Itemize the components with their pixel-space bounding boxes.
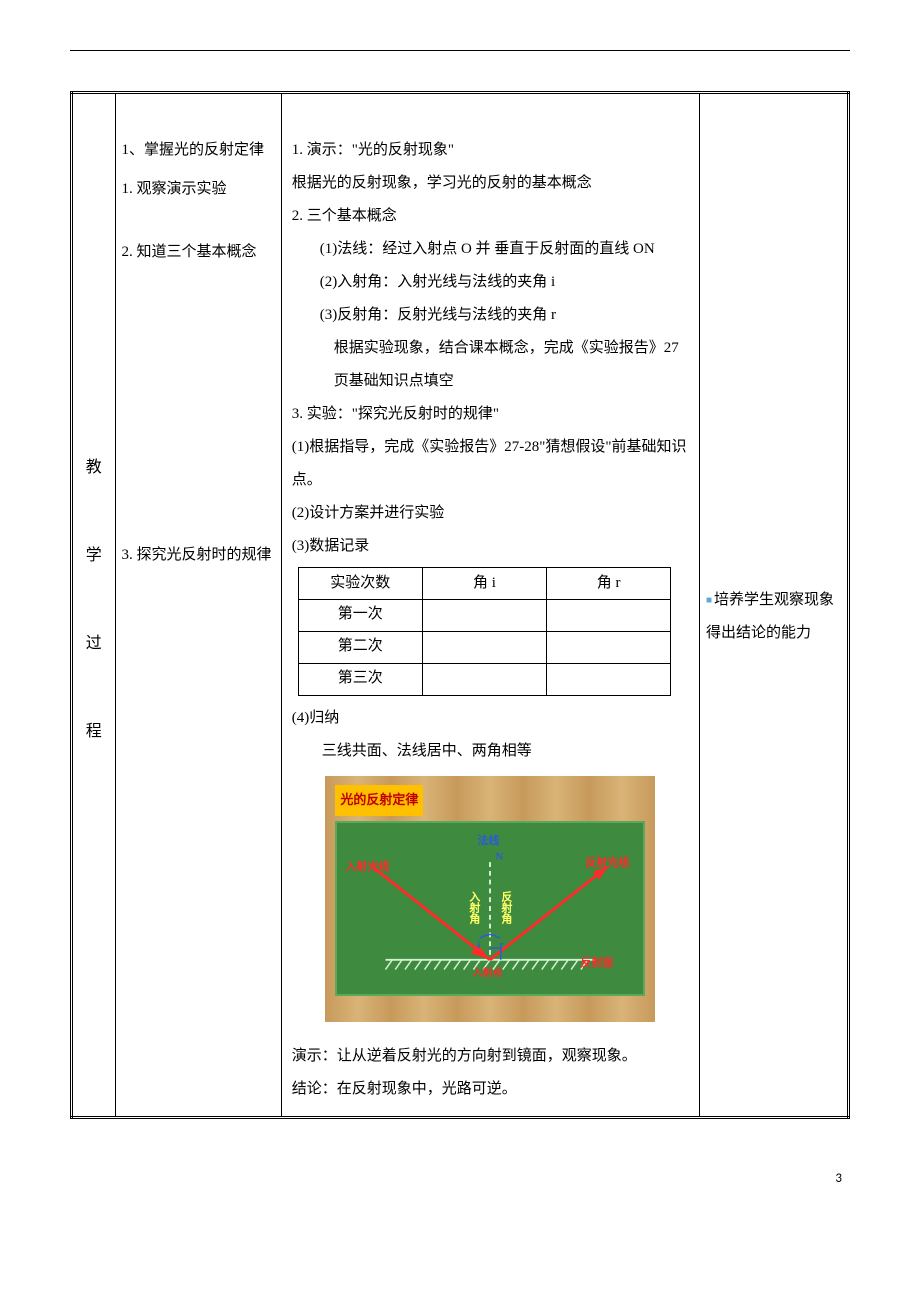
label-reflected-angle: 反射角 — [499, 891, 511, 924]
reflection-figure: 光的反射定律 — [325, 776, 655, 1022]
label-angle-r: r — [499, 935, 503, 957]
top-rule — [70, 50, 850, 51]
objective-item: 1. 观察演示实验 — [122, 173, 275, 206]
concept-line: (2)入射角：入射光线与法线的夹角 i — [292, 266, 689, 299]
figure-board: 法线 N 入射光线 反射光线 入射角 反射角 i r 入射点 反射面 — [335, 821, 645, 996]
page: 教 学 过 程 1、掌握光的反射定律 1. 观察演示实验 2. 知道三个基本概念… — [0, 0, 920, 1302]
vlabel-char: 教 — [79, 424, 109, 512]
label-N: N — [495, 845, 503, 869]
objective-item: 3. 探究光反射时的规律 — [122, 539, 275, 572]
vertical-label-cell: 教 学 过 程 — [72, 93, 116, 1118]
lesson-table: 教 学 过 程 1、掌握光的反射定律 1. 观察演示实验 2. 知道三个基本概念… — [70, 91, 850, 1119]
exp-step: (4)归纳 — [292, 702, 689, 735]
mid-line: 2. 三个基本概念 — [292, 200, 689, 233]
figure-wood-bg: 光的反射定律 — [325, 776, 655, 1022]
exp-title: 3. 实验："探究光反射时的规律" — [292, 398, 689, 431]
label-incident-angle: 入射角 — [467, 891, 479, 924]
table-header: 实验次数 — [298, 568, 422, 600]
vlabel-char: 学 — [79, 512, 109, 600]
table-header: 角 i — [422, 568, 546, 600]
vlabel-char: 过 — [79, 600, 109, 688]
concept-line: (3)反射角：反射光线与法线的夹角 r — [292, 299, 689, 332]
table-row: 第三次 — [298, 664, 670, 696]
concept-line: (1)法线：经过入射点 O 并 垂直于反射面的直线 ON — [292, 233, 689, 266]
summary-line: 三线共面、法线居中、两角相等 — [292, 735, 689, 768]
label-incident-ray: 入射光线 — [345, 855, 389, 879]
conclusion-line: 结论：在反射现象中，光路可逆。 — [292, 1073, 689, 1106]
mid-line: 1. 演示："光的反射现象" — [292, 134, 689, 167]
vlabel-char: 程 — [79, 688, 109, 776]
objective-item: 1、掌握光的反射定律 — [122, 134, 275, 167]
exp-step: (1)根据指导，完成《实验报告》27-28"猜想假设"前基础知识点。 — [292, 431, 689, 497]
objectives-cell: 1、掌握光的反射定律 1. 观察演示实验 2. 知道三个基本概念 3. 探究光反… — [115, 93, 281, 1118]
page-number: 3 — [835, 1165, 842, 1194]
note-text: ■培养学生观察现象得出结论的能力 — [706, 584, 841, 650]
label-surface: 反射面 — [580, 951, 613, 975]
mid-line: 根据光的反射现象，学习光的反射的基本概念 — [292, 167, 689, 200]
label-incident-point: 入射点 — [472, 963, 502, 985]
table-header: 角 r — [547, 568, 671, 600]
figure-title: 光的反射定律 — [335, 785, 423, 816]
objective-item: 2. 知道三个基本概念 — [122, 236, 275, 269]
table-row: 第二次 — [298, 632, 670, 664]
notes-cell: ■培养学生观察现象得出结论的能力 — [700, 93, 849, 1118]
table-row: 第一次 — [298, 600, 670, 632]
label-reflected-ray: 反射光线 — [585, 851, 629, 875]
demo-line: 演示：让从逆着反射光的方向射到镜面，观察现象。 — [292, 1040, 689, 1073]
concept-note: 根据实验现象，结合课本概念，完成《实验报告》27 页基础知识点填空 — [292, 332, 689, 398]
exp-step: (3)数据记录 — [292, 530, 689, 563]
procedure-cell: 1. 演示："光的反射现象" 根据光的反射现象，学习光的反射的基本概念 2. 三… — [281, 93, 699, 1118]
exp-step: (2)设计方案并进行实验 — [292, 497, 689, 530]
data-record-table: 实验次数 角 i 角 r 第一次 第二次 第 — [298, 567, 671, 696]
label-angle-i: i — [477, 935, 480, 957]
bullet-icon: ■ — [706, 595, 712, 606]
